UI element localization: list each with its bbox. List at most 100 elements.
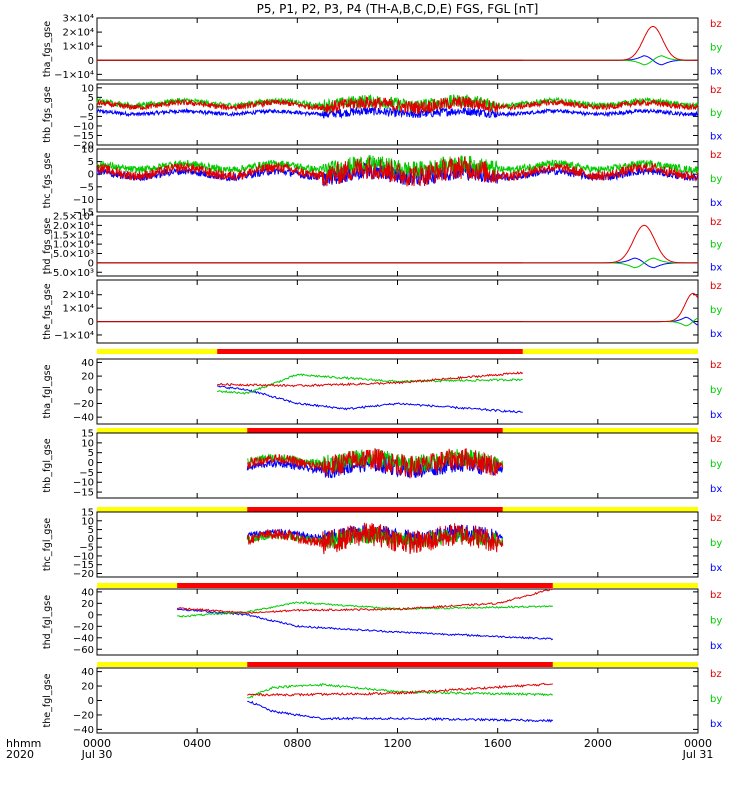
y-tick-label-the_fgl_gse-1: 20 bbox=[81, 682, 94, 693]
series-bz-tha_fgl_gse bbox=[216, 371, 524, 388]
y-tick-label-thc_fgl_gse-6: −15 bbox=[73, 560, 94, 571]
series-bz-thc_fgs_gse bbox=[96, 156, 699, 187]
panel-frame-thd_fgl_gse bbox=[96, 588, 699, 656]
y-tick-label-the_fgl_gse-3: −20 bbox=[73, 710, 94, 721]
y-tick-label-the_fgl_gse-0: 40 bbox=[81, 667, 94, 678]
y-tick-label-thc_fgl_gse-7: −20 bbox=[73, 569, 94, 580]
series-bz-the_fgs_gse bbox=[97, 292, 699, 323]
series-bz-thd_fgl_gse bbox=[176, 588, 554, 614]
y-tick-label-thc_fgs_gse-0: 10 bbox=[81, 145, 94, 156]
y-tick-label-tha_fgs_gse-1: 2×10⁴ bbox=[63, 28, 94, 39]
legend-bz-tha_fgs_gse: bz bbox=[710, 19, 722, 30]
y-axis-label-the_fgl_gse: the_fgl_gse bbox=[42, 673, 53, 727]
panel-the_fgl_gse: 40 20 0 −20 −40 the_fgl_gse bz by bx bbox=[42, 662, 722, 736]
legend-bx-thd_fgs_gse: bx bbox=[710, 262, 722, 273]
legend-by-the_fgl_gse: by bbox=[710, 694, 722, 705]
y-tick-label-tha_fgl_gse-1: 20 bbox=[81, 372, 94, 383]
status-bar-active-thd_fgl_gse bbox=[177, 583, 553, 588]
y-tick-label-thb_fgl_gse-6: −15 bbox=[73, 488, 94, 499]
legend-bz-thd_fgs_gse: bz bbox=[710, 217, 722, 228]
series-bx-thc_fgs_gse bbox=[96, 162, 699, 186]
legend-bx-thb_fgl_gse: bx bbox=[710, 484, 722, 495]
y-tick-label-thb_fgs_gse-2: 0 bbox=[88, 102, 94, 113]
y-axis-label-thd_fgs_gse: thd_fgs_gse bbox=[42, 218, 53, 275]
y-tick-label-tha_fgs_gse-3: 0 bbox=[88, 56, 94, 67]
y-tick-label-tha_fgl_gse-3: −20 bbox=[73, 399, 94, 410]
legend-bz-the_fgl_gse: bz bbox=[710, 669, 722, 680]
legend-bz-thd_fgl_gse: bz bbox=[710, 590, 722, 601]
series-bz-thc_fgl_gse bbox=[246, 522, 504, 555]
legend-by-the_fgs_gse: by bbox=[710, 305, 722, 316]
y-tick-label-the_fgs_gse-2: 0 bbox=[88, 317, 94, 328]
y-tick-label-thb_fgl_gse-1: 10 bbox=[81, 438, 94, 449]
y-tick-label-thb_fgs_gse-0: 10 bbox=[81, 83, 94, 94]
legend-bx-thc_fgl_gse: bx bbox=[710, 563, 722, 574]
y-tick-label-tha_fgl_gse-0: 40 bbox=[81, 358, 94, 369]
status-bar-active-thb_fgl_gse bbox=[247, 428, 503, 433]
series-by-thd_fgl_gse bbox=[177, 601, 553, 618]
y-axis-label-tha_fgl_gse: tha_fgl_gse bbox=[42, 364, 53, 418]
y-tick-label-thb_fgl_gse-2: 5 bbox=[88, 448, 94, 459]
y-tick-label-thd_fgs_gse-2: 1.5×10⁴ bbox=[53, 230, 94, 241]
series-bx-tha_fgl_gse bbox=[216, 385, 523, 414]
legend-by-thd_fgl_gse: by bbox=[710, 615, 722, 626]
y-tick-label-thc_fgs_gse-2: 0 bbox=[88, 170, 94, 181]
y-tick-label-thb_fgl_gse-3: 0 bbox=[88, 458, 94, 469]
legend-bx-thd_fgl_gse: bx bbox=[710, 641, 722, 652]
series-bz-thb_fgl_gse bbox=[247, 448, 504, 478]
series-bz-thd_fgs_gse bbox=[97, 224, 698, 264]
legend-by-thc_fgs_gse: by bbox=[710, 174, 722, 185]
y-tick-label-thb_fgl_gse-5: −10 bbox=[73, 478, 94, 489]
legend-by-tha_fgs_gse: by bbox=[710, 43, 722, 54]
x-tick-label-5: 2000 bbox=[584, 737, 612, 750]
panel-frame-thd_fgs_gse bbox=[96, 215, 699, 277]
x-tick-label-0: 0000 bbox=[83, 737, 111, 750]
y-tick-label-thd_fgs_gse-4: 5.0×10³ bbox=[53, 249, 94, 260]
y-axis-label-tha_fgs_gse: tha_fgs_gse bbox=[42, 21, 53, 77]
x-tick-sublabel-6: Jul 31 bbox=[682, 748, 714, 761]
y-tick-label-tha_fgs_gse-0: 3×10⁴ bbox=[63, 14, 94, 25]
legend-bx-thb_fgs_gse: bx bbox=[710, 131, 722, 142]
legend-bx-tha_fgl_gse: bx bbox=[710, 410, 722, 421]
status-bar-active-tha_fgl_gse bbox=[217, 349, 523, 354]
legend-bz-thc_fgl_gse: bz bbox=[710, 513, 722, 524]
x-tick-sublabel-0: Jul 30 bbox=[81, 748, 113, 761]
series-bz-tha_fgs_gse bbox=[97, 26, 698, 61]
panel-frame-the_fgl_gse bbox=[96, 667, 699, 734]
panel-frame-tha_fgl_gse bbox=[96, 358, 699, 425]
x-axis-year-label: 2020 bbox=[6, 748, 34, 761]
legend-bz-thb_fgl_gse: bz bbox=[710, 434, 722, 445]
x-tick-label-6: 0000 bbox=[684, 737, 712, 750]
y-tick-label-thd_fgs_gse-6: −5.0×10³ bbox=[45, 268, 94, 279]
y-tick-label-thd_fgs_gse-3: 1.0×10⁴ bbox=[53, 240, 94, 251]
y-tick-label-thc_fgs_gse-1: 5 bbox=[88, 157, 94, 168]
y-tick-label-thb_fgs_gse-5: −15 bbox=[73, 131, 94, 142]
y-tick-label-thb_fgl_gse-0: 15 bbox=[81, 429, 94, 440]
x-axis-unit-label: hhmm bbox=[6, 737, 41, 750]
panel-thc_fgs_gse: 105 0−5 −10 −15 thc_fgs_gse bz by bx bbox=[42, 145, 722, 219]
legend-by-thb_fgl_gse: by bbox=[710, 459, 722, 470]
series-bz-the_fgl_gse bbox=[247, 682, 553, 697]
series-bx-thb_fgs_gse bbox=[96, 105, 699, 120]
y-tick-label-thc_fgl_gse-2: 5 bbox=[88, 525, 94, 536]
y-axis-label-thb_fgs_gse: thb_fgs_gse bbox=[42, 86, 53, 143]
panel-frame-tha_fgs_gse bbox=[96, 17, 699, 81]
y-tick-label-thd_fgl_gse-4: −40 bbox=[73, 633, 94, 644]
y-tick-label-thd_fgl_gse-0: 40 bbox=[81, 587, 94, 598]
y-tick-label-thb_fgs_gse-4: −10 bbox=[73, 121, 94, 132]
legend-bz-thb_fgs_gse: bz bbox=[710, 85, 722, 96]
y-tick-label-thc_fgl_gse-1: 10 bbox=[81, 516, 94, 527]
y-tick-label-the_fgs_gse-3: −1×10⁴ bbox=[54, 330, 94, 341]
y-tick-label-thb_fgs_gse-1: 5 bbox=[88, 93, 94, 104]
series-by-the_fgl_gse bbox=[247, 683, 553, 699]
y-tick-label-thc_fgl_gse-0: 15 bbox=[81, 508, 94, 519]
series-bx-thd_fgl_gse bbox=[176, 608, 554, 641]
y-tick-label-the_fgs_gse-1: 1×10⁴ bbox=[63, 304, 94, 315]
y-tick-label-the_fgl_gse-2: 0 bbox=[88, 696, 94, 707]
y-tick-label-the_fgs_gse-0: 2×10⁴ bbox=[63, 290, 94, 301]
y-tick-label-thb_fgs_gse-3: −5 bbox=[79, 112, 94, 123]
